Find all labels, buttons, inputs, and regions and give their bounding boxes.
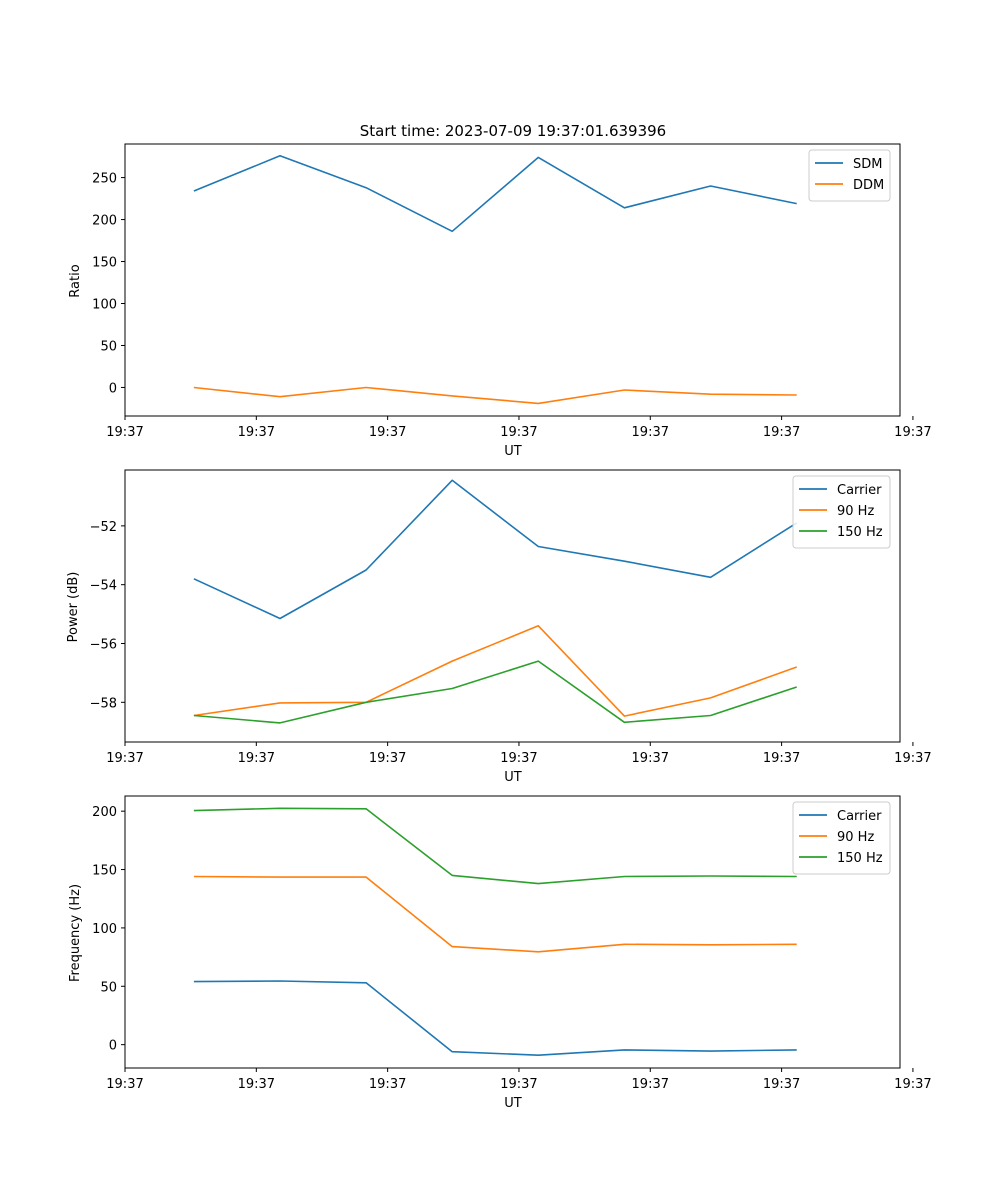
y-tick-label: 0 xyxy=(109,381,117,396)
axes-frame xyxy=(124,795,901,1069)
series-line-150-hz xyxy=(193,807,797,885)
y-tick-label: 50 xyxy=(100,980,117,995)
y-tick-label: −54 xyxy=(90,579,117,594)
y-tick-label: 100 xyxy=(92,922,117,937)
y-tick-label: −56 xyxy=(90,637,117,652)
series-line-150-hz xyxy=(193,660,797,724)
y-tick-label: 150 xyxy=(92,256,117,271)
ratio-panel: Start time: 2023-07-09 19:37:01.639396 U… xyxy=(68,122,932,459)
legend: SDM DDM xyxy=(808,149,891,202)
x-tick-label: 19:37 xyxy=(500,751,537,766)
x-axis-label: UT xyxy=(504,444,522,459)
x-tick-label: 19:37 xyxy=(894,751,931,766)
y-axis-label: Frequency (Hz) xyxy=(68,884,83,982)
y-tick-label: 0 xyxy=(109,1039,117,1054)
axes-frame xyxy=(124,469,901,743)
frequency-panel: UT Frequency (Hz) 19:37 19:37 19:37 19:37 19… xyxy=(68,795,932,1111)
y-tick-label: 50 xyxy=(100,339,117,354)
x-tick-label: 19:37 xyxy=(632,1077,669,1092)
x-tick-label: 19:37 xyxy=(238,751,275,766)
x-tick-label: 19:37 xyxy=(106,425,143,440)
axes-frame xyxy=(124,143,901,417)
series-line-carrier xyxy=(193,479,798,620)
series-line-90-hz xyxy=(193,875,797,953)
x-tick-label: 19:37 xyxy=(632,425,669,440)
x-axis-label: UT xyxy=(504,770,522,785)
x-tick-label: 19:37 xyxy=(500,425,537,440)
y-tick-label: −58 xyxy=(90,696,117,711)
chart-title: Start time: 2023-07-09 19:37:01.639396 xyxy=(360,122,666,140)
x-tick-label: 19:37 xyxy=(500,1077,537,1092)
y-tick-label: 200 xyxy=(92,214,117,229)
x-tick-label: 19:37 xyxy=(632,751,669,766)
x-tick-label: 19:37 xyxy=(763,751,800,766)
x-tick-label: 19:37 xyxy=(238,1077,275,1092)
x-tick-label: 19:37 xyxy=(369,425,406,440)
legend-label-150-hz: 150 Hz xyxy=(837,851,883,866)
x-tick-label: 19:37 xyxy=(369,751,406,766)
y-tick-label: 250 xyxy=(92,172,117,187)
x-tick-label: 19:37 xyxy=(238,425,275,440)
legend-label-sdm: SDM xyxy=(853,157,882,172)
legend-box xyxy=(792,475,891,549)
legend-label-carrier: Carrier xyxy=(837,809,882,824)
x-tick-label: 19:37 xyxy=(763,1077,800,1092)
y-tick-label: 200 xyxy=(92,805,117,820)
power-panel: UT Power (dB) 19:37 19:37 19:37 19:37 19:37 1… xyxy=(66,469,932,785)
legend-label-150-hz: 150 Hz xyxy=(837,525,883,540)
series-line-carrier xyxy=(193,980,797,1056)
legend-box xyxy=(792,801,891,875)
x-tick-label: 19:37 xyxy=(894,1077,931,1092)
legend-label-90-hz: 90 Hz xyxy=(837,504,874,519)
legend-label-carrier: Carrier xyxy=(837,483,882,498)
y-tick-label: 150 xyxy=(92,864,117,879)
legend: Carrier 90 Hz 150 Hz xyxy=(792,475,891,549)
y-axis-label: Power (dB) xyxy=(66,572,81,643)
x-tick-label: 19:37 xyxy=(106,1077,143,1092)
x-tick-label: 19:37 xyxy=(894,425,931,440)
series-line-sdm xyxy=(193,155,797,233)
x-tick-label: 19:37 xyxy=(369,1077,406,1092)
legend-label-90-hz: 90 Hz xyxy=(837,830,874,845)
legend-label-ddm: DDM xyxy=(853,178,884,193)
series-line-ddm xyxy=(193,386,797,405)
x-axis-label: UT xyxy=(504,1096,522,1111)
series-line-90-hz xyxy=(193,624,797,717)
legend: Carrier 90 Hz 150 Hz xyxy=(792,801,891,875)
x-tick-label: 19:37 xyxy=(106,751,143,766)
y-axis-label: Ratio xyxy=(68,264,83,297)
y-tick-label: 100 xyxy=(92,298,117,313)
x-tick-label: 19:37 xyxy=(763,425,800,440)
y-tick-label: −52 xyxy=(90,520,117,535)
